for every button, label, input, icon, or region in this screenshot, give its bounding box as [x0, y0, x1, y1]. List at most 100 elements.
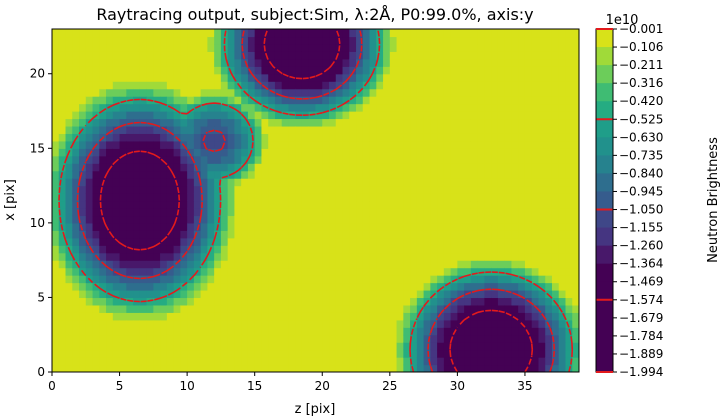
heatmap-cell — [268, 207, 276, 217]
heatmap-cell — [430, 73, 438, 82]
heatmap-cell — [58, 185, 67, 194]
heatmap-cell — [288, 275, 296, 284]
heatmap-cell — [342, 215, 350, 224]
heatmap-cell — [551, 267, 560, 276]
heatmap-cell — [376, 58, 384, 67]
heatmap-cell — [335, 185, 344, 194]
heatmap-cell — [497, 73, 506, 82]
heatmap-cell — [497, 96, 506, 105]
heatmap-cell — [470, 133, 479, 142]
heatmap-cell — [99, 103, 107, 112]
heatmap-cell — [234, 200, 242, 209]
heatmap-cell — [85, 178, 94, 187]
heatmap-cell — [518, 349, 526, 358]
heatmap-cell — [119, 357, 127, 366]
heatmap-cell — [491, 207, 499, 217]
heatmap-cell — [180, 178, 188, 187]
heatmap-cell — [241, 111, 249, 120]
heatmap-cell — [315, 267, 323, 276]
heatmap-cell — [416, 237, 425, 246]
heatmap-cell — [274, 304, 283, 313]
heatmap-cell — [281, 118, 290, 127]
heatmap-cell — [254, 297, 263, 306]
heatmap-cell — [477, 43, 486, 52]
heatmap-cell — [369, 342, 377, 351]
heatmap-cell — [383, 81, 391, 90]
heatmap-cell — [423, 140, 431, 149]
heatmap-cell — [173, 118, 181, 127]
heatmap-cell — [193, 193, 202, 202]
heatmap-cell — [450, 304, 458, 313]
heatmap-cell — [531, 342, 540, 351]
heatmap-cell — [72, 207, 80, 217]
heatmap-cell — [356, 237, 364, 246]
heatmap-cell — [524, 342, 533, 351]
heatmap-cell — [139, 312, 148, 321]
heatmap-cell — [322, 282, 330, 291]
heatmap-cell — [247, 133, 256, 142]
x-tick-label: 5 — [116, 379, 124, 393]
heatmap-cell — [119, 245, 127, 254]
heatmap-cell — [315, 282, 323, 291]
heatmap-cell — [274, 73, 283, 82]
heatmap-cell — [139, 349, 148, 358]
heatmap-cell — [545, 304, 553, 313]
heatmap-cell — [193, 58, 202, 67]
heatmap-cell — [133, 349, 141, 358]
heatmap-cell — [92, 260, 100, 269]
heatmap-cell — [524, 29, 533, 38]
heatmap-cell — [112, 88, 121, 97]
heatmap-cell — [416, 342, 425, 351]
heatmap-cell — [551, 364, 560, 372]
heatmap-cell — [369, 327, 377, 336]
heatmap-cell — [342, 334, 350, 343]
heatmap-cell — [329, 81, 337, 90]
heatmap-cell — [383, 237, 391, 246]
heatmap-cell — [491, 349, 499, 358]
heatmap-cell — [92, 304, 100, 313]
heatmap-cell — [153, 36, 161, 45]
heatmap-cell — [92, 163, 100, 172]
heatmap-cell — [79, 133, 87, 142]
heatmap-cell — [504, 237, 513, 246]
heatmap-cell — [322, 111, 330, 120]
heatmap-cell — [268, 81, 276, 90]
heatmap-cell — [416, 66, 425, 75]
heatmap-cell — [295, 118, 303, 127]
heatmap-cell — [126, 88, 134, 97]
heatmap-cell — [342, 349, 350, 358]
heatmap-cell — [139, 193, 148, 202]
heatmap-cell — [207, 349, 215, 358]
heatmap-cell — [139, 260, 148, 269]
heatmap-cell — [207, 200, 215, 209]
heatmap-cell — [376, 73, 384, 82]
heatmap-cell — [166, 125, 175, 134]
heatmap-cell — [106, 148, 114, 157]
heatmap-cell — [497, 304, 506, 313]
heatmap-cell — [79, 364, 87, 372]
heatmap-cell — [464, 267, 472, 276]
heatmap-cell — [254, 118, 263, 127]
heatmap-cell — [139, 237, 148, 246]
heatmap-cell — [457, 125, 465, 134]
heatmap-cell — [383, 267, 391, 276]
heatmap-cell — [342, 260, 350, 269]
heatmap-cell — [160, 349, 168, 358]
heatmap-cell — [92, 29, 100, 38]
heatmap-cell — [315, 125, 323, 134]
heatmap-cell — [126, 260, 134, 269]
heatmap-cell — [153, 81, 161, 90]
heatmap-cell — [133, 163, 141, 172]
heatmap-cell — [281, 36, 290, 45]
heatmap-cell — [99, 88, 107, 97]
heatmap-cell — [274, 222, 283, 231]
heatmap-cell — [450, 319, 458, 328]
heatmap-cell — [551, 230, 560, 239]
heatmap-cell — [220, 111, 229, 120]
heatmap-cell — [52, 170, 60, 179]
heatmap-cell — [160, 58, 168, 67]
heatmap-cell — [65, 275, 73, 284]
heatmap-cell — [166, 140, 175, 149]
heatmap-cell — [342, 103, 350, 112]
heatmap-cell — [511, 96, 519, 105]
